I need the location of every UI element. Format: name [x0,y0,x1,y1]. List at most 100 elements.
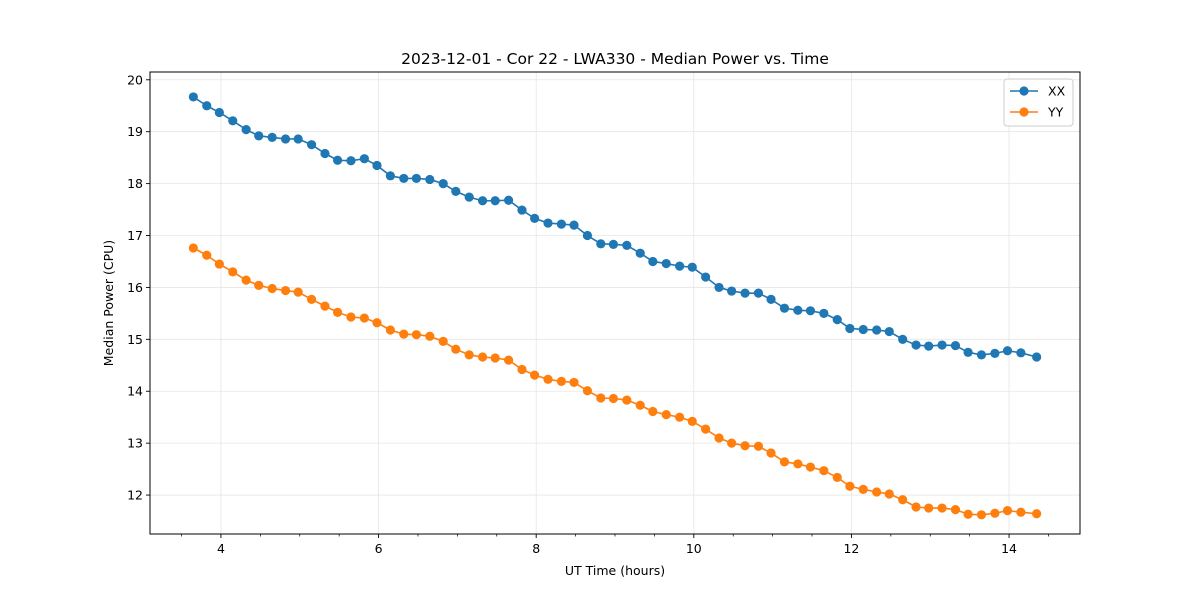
legend-entry-xx: XX [1010,84,1066,99]
data-point-yy [320,301,330,311]
data-point-yy [569,377,579,388]
y-tick-label: 17 [127,228,143,243]
data-point-xx [346,156,356,166]
data-point-yy [911,502,921,512]
x-tick-label: 10 [686,541,702,556]
data-point-yy [438,336,448,347]
data-point-xx [884,326,894,337]
data-point-xx [1016,348,1026,358]
data-point-xx [438,179,448,189]
data-point-yy [490,353,500,363]
x-tick-label: 12 [843,541,859,556]
data-point-yy [675,412,685,422]
data-point-xx [214,107,224,118]
data-point-yy [727,438,737,448]
data-point-yy [504,355,514,365]
data-point-xx [858,324,868,335]
data-point-xx [477,196,488,206]
data-point-xx [332,155,343,165]
series-yy [188,243,1042,520]
data-point-xx [727,286,737,296]
data-point-xx [280,134,291,144]
data-point-xx [582,230,593,241]
data-point-xx [963,347,973,357]
data-point-yy [228,267,238,277]
data-point-yy [241,275,251,285]
data-point-xx [504,195,514,205]
data-point-xx [740,288,750,298]
data-point-yy [464,350,474,360]
x-tick-label: 6 [375,541,383,556]
data-point-xx [635,248,645,258]
data-point-xx [569,220,579,230]
y-tick-label: 13 [127,436,143,451]
data-point-xx [464,192,474,202]
data-point-xx [596,239,606,249]
plot-area [150,72,1080,534]
data-point-xx [661,258,671,269]
data-point-xx [648,256,658,267]
data-point-xx [267,132,277,143]
data-point-yy [188,243,198,253]
y-tick-label: 14 [127,384,143,399]
data-point-yy [937,503,947,513]
data-point-yy [254,280,264,290]
data-point-xx [687,262,697,272]
data-point-xx [425,174,435,185]
data-point-xx [701,272,711,282]
data-point-yy [884,489,894,499]
data-point-xx [845,323,855,334]
data-point-xx [1002,346,1013,356]
data-point-yy [385,325,395,335]
data-point-yy [267,283,277,294]
data-point-yy [740,441,750,451]
data-point-yy [714,433,724,443]
data-point-xx [766,294,776,304]
x-tick-label: 4 [217,541,225,556]
data-point-xx [805,306,816,316]
data-point-yy [556,376,567,386]
data-point-xx [320,148,330,159]
data-point-xx [622,240,632,250]
data-point-xx [372,160,382,171]
series-layer [188,92,1042,520]
data-point-xx [241,125,251,135]
data-point-yy [372,318,382,328]
data-point-yy [753,441,764,451]
data-point-yy [530,370,540,380]
data-point-yy [608,393,619,404]
data-point-xx [714,282,724,293]
data-point-yy [477,352,488,362]
data-point-xx [254,131,264,141]
y-tick-label: 20 [127,72,143,87]
data-point-yy [202,250,212,260]
data-point-yy [306,294,317,304]
data-point-xx [517,205,527,215]
data-point-yy [779,457,790,467]
data-point-xx [451,186,461,196]
data-point-yy [990,508,1000,518]
data-point-yy [411,330,421,340]
legend-entry-yy: YY [1010,105,1064,120]
data-point-xx [793,305,803,315]
data-point-xx [359,154,369,164]
data-point-yy [1002,506,1013,516]
data-point-xx [675,261,685,271]
legend: XX YY [1003,78,1074,127]
data-point-yy [963,509,973,519]
data-point-xx [202,101,212,111]
data-point-xx [950,340,961,351]
data-point-xx [306,140,317,150]
data-point-yy [950,505,961,515]
data-point-xx [556,219,567,229]
data-point-yy [582,386,593,396]
data-point-yy [924,503,934,513]
data-point-xx [924,341,934,351]
data-point-yy [845,481,855,491]
data-point-xx [608,239,619,249]
data-point-yy [661,410,671,420]
data-point-yy [766,448,776,458]
data-point-xx [399,173,409,184]
x-tick-label: 8 [532,541,540,556]
y-axis-label: Median Power (CPU) [101,240,116,366]
